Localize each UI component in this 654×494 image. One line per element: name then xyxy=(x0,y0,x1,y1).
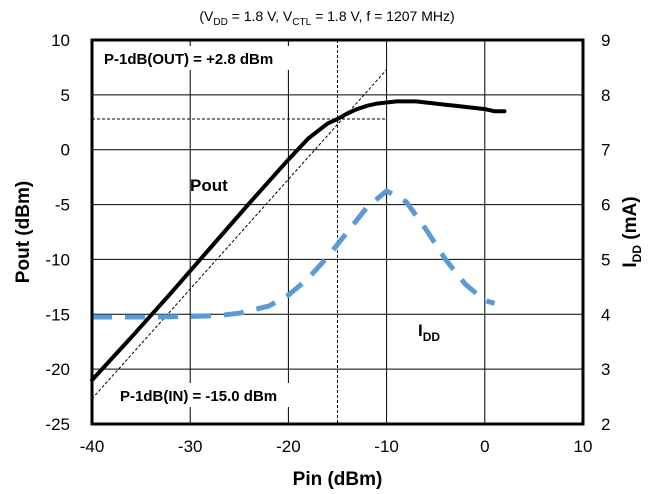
left-tick-label: -5 xyxy=(55,196,70,215)
reference-lines xyxy=(91,40,387,424)
left-tick-label: 0 xyxy=(61,141,70,160)
left-tick-label: 5 xyxy=(61,86,70,105)
idd-series-label: IDD xyxy=(418,321,440,344)
x-axis-ticks: -40 -30 -20 -10 0 10 xyxy=(80,437,593,456)
series-line-pout xyxy=(90,99,507,383)
right-tick-label: 6 xyxy=(601,196,610,215)
right-tick-label: 7 xyxy=(601,141,610,160)
right-tick-label: 5 xyxy=(601,250,610,269)
p1db-in-annotation: P-1dB(IN) = -15.0 dBm xyxy=(120,388,277,405)
right-axis-ticks: 2 3 4 5 6 7 8 9 xyxy=(601,31,610,434)
left-axis-label: Pout (dBm) xyxy=(13,181,34,283)
right-tick-label: 4 xyxy=(601,305,610,324)
p1db-out-annotation: P-1dB(OUT) = +2.8 dBm xyxy=(104,51,273,68)
left-tick-label: -25 xyxy=(45,415,70,434)
left-tick-label: -10 xyxy=(45,250,70,269)
left-tick-label: -20 xyxy=(45,360,70,379)
chart-title: (VDD = 1.8 V, VCTL = 1.8 V, f = 1207 MHz… xyxy=(199,8,454,28)
x-axis-label: Pin (dBm) xyxy=(293,469,383,490)
x-tick-label: -10 xyxy=(374,437,399,456)
p1db-in-annotation-box xyxy=(114,383,324,407)
right-tick-label: 8 xyxy=(601,86,610,105)
right-tick-label: 2 xyxy=(601,415,610,434)
series-group xyxy=(90,99,507,383)
pout-series-label: Pout xyxy=(190,176,228,195)
left-axis-ticks: -25 -20 -15 -10 -5 0 5 10 xyxy=(45,31,70,434)
x-tick-label: -30 xyxy=(178,437,203,456)
series-line-idd xyxy=(92,188,496,320)
right-axis-label: IDD (mA) xyxy=(620,196,644,267)
x-tick-label: 0 xyxy=(480,437,489,456)
left-tick-label: 10 xyxy=(51,31,70,50)
x-tick-label: -40 xyxy=(80,437,105,456)
right-tick-label: 3 xyxy=(601,360,610,379)
x-tick-label: 10 xyxy=(574,437,593,456)
ideal-gain-line xyxy=(91,69,387,400)
p1db-out-annotation-box xyxy=(98,46,326,70)
plot-frame xyxy=(90,38,585,426)
x-tick-label: -20 xyxy=(276,437,301,456)
left-tick-label: -15 xyxy=(45,305,70,324)
right-tick-label: 9 xyxy=(601,31,610,50)
